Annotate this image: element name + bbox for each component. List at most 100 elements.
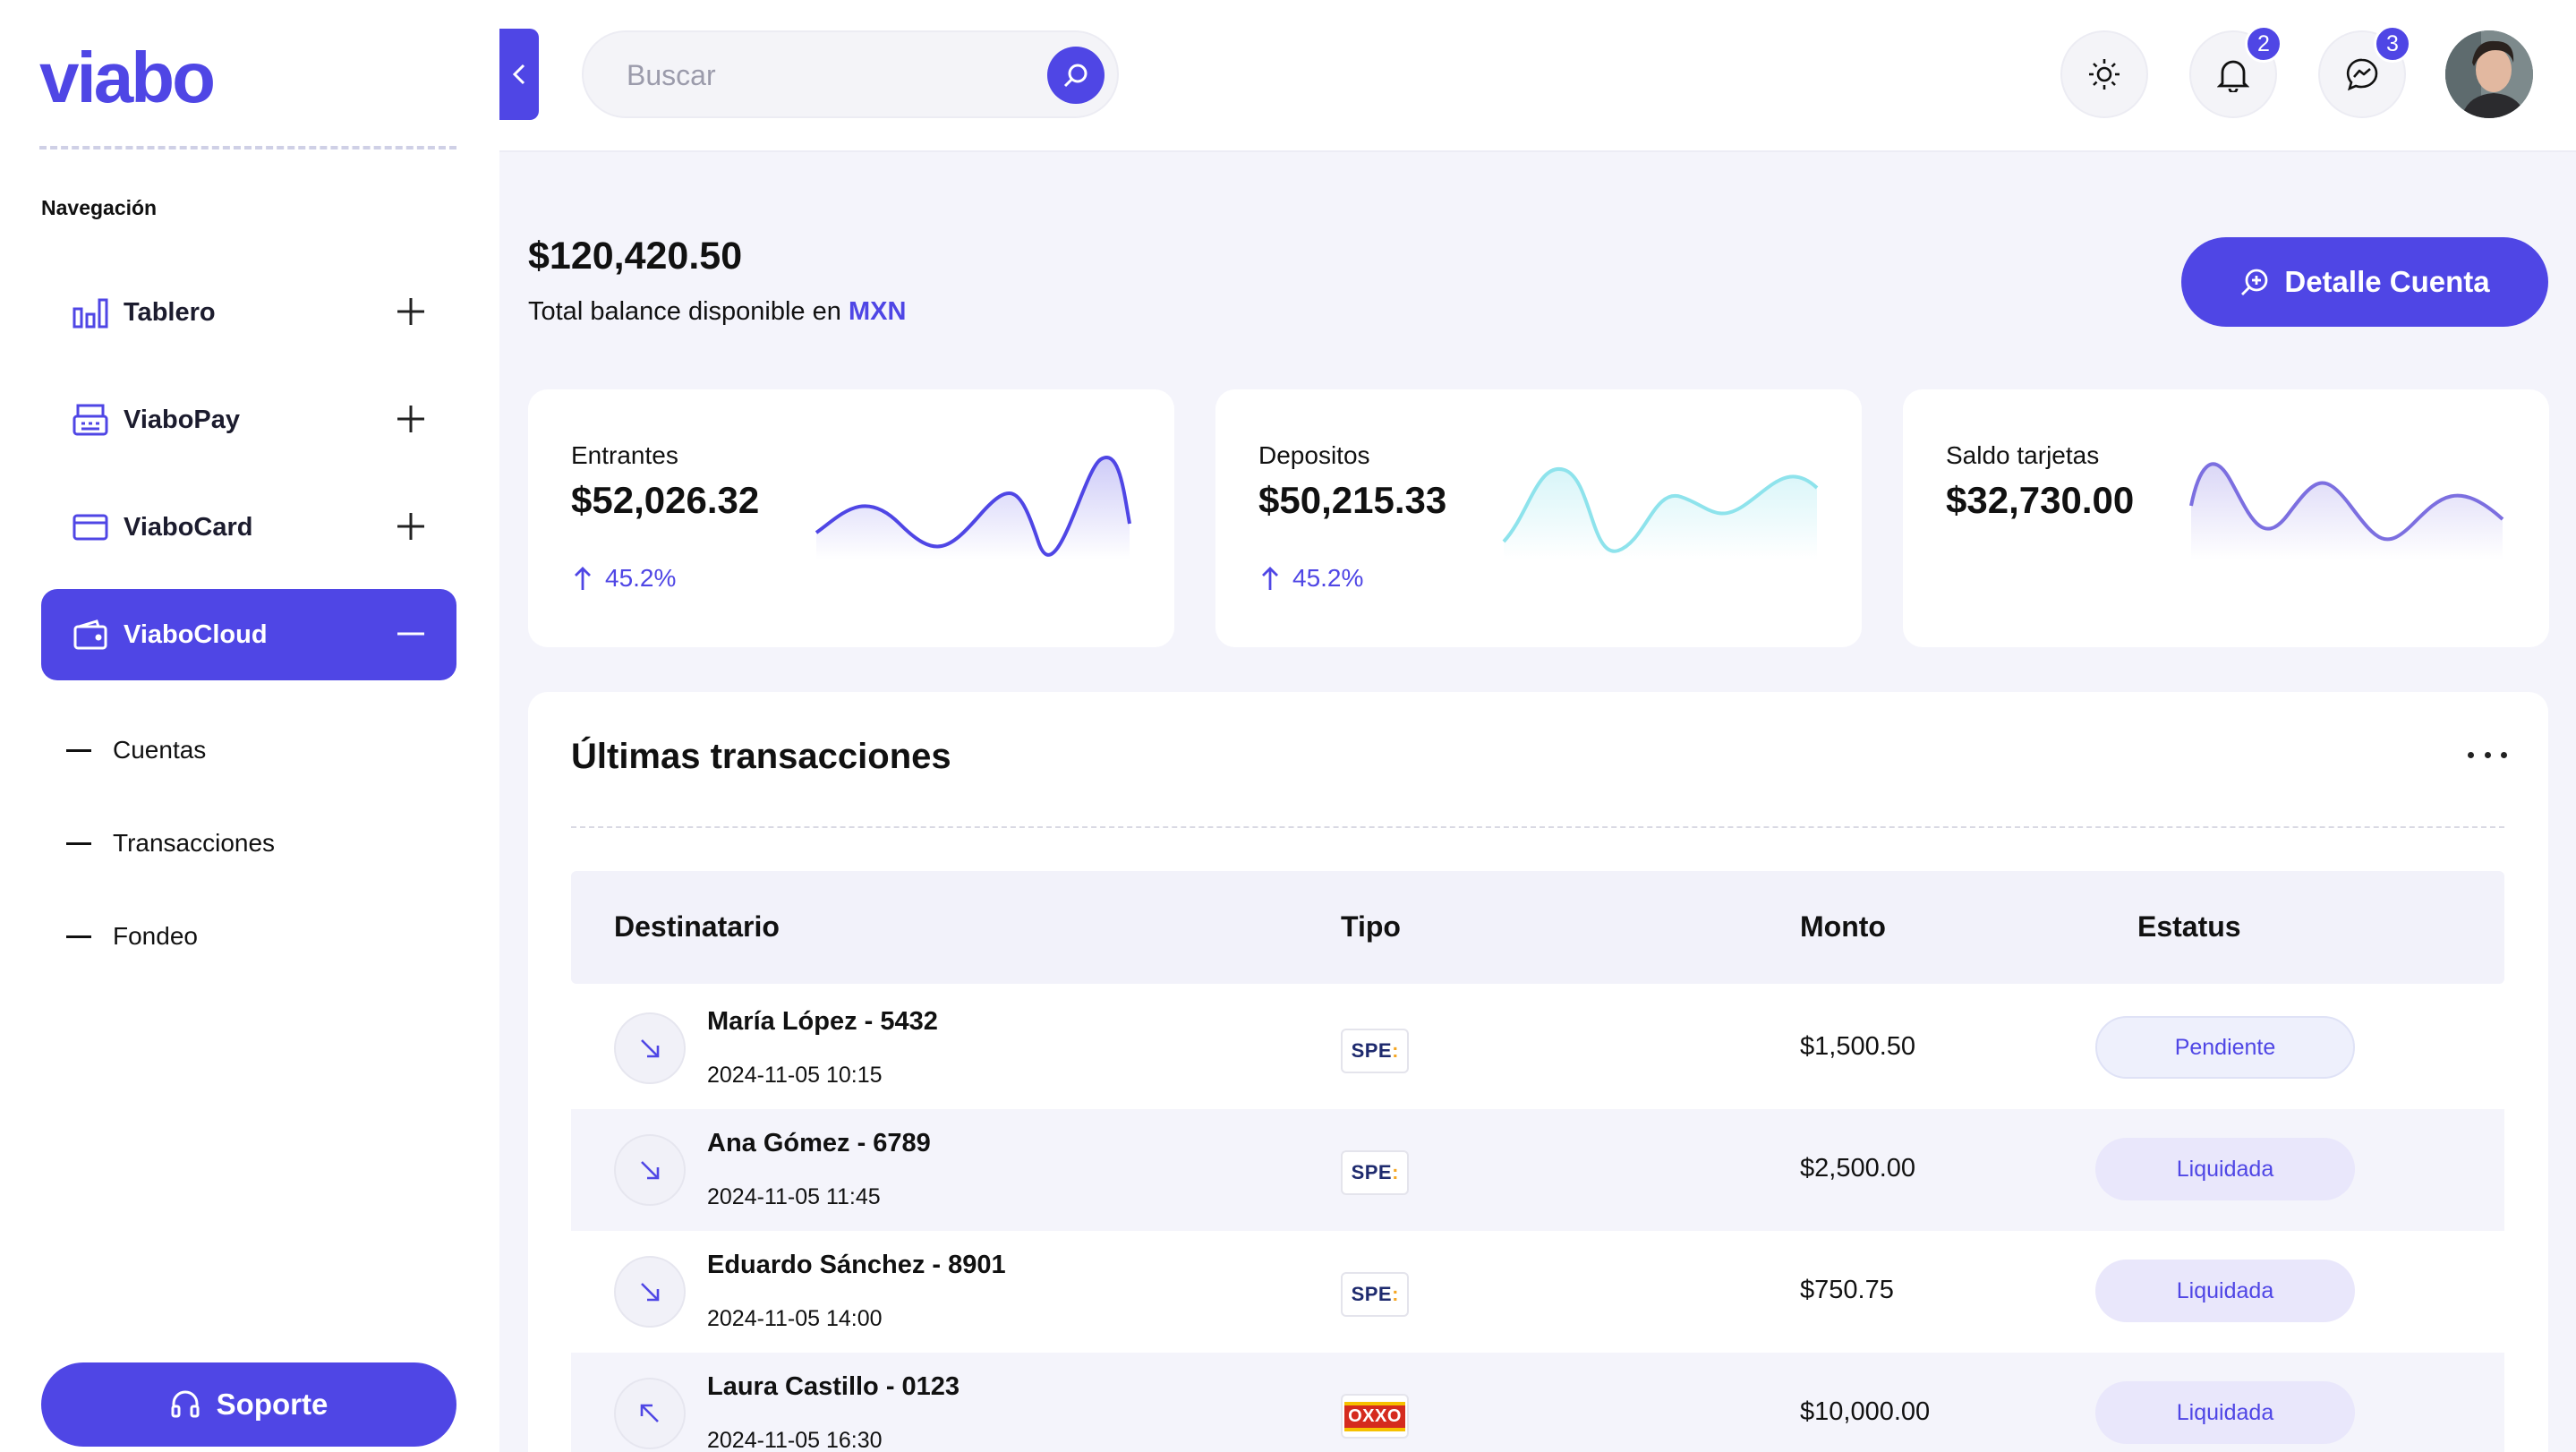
sidebar-item-label: ViaboCard <box>124 513 253 542</box>
sidebar-item-label: Tablero <box>124 298 216 328</box>
credit-card-icon <box>72 508 109 546</box>
dash-icon <box>66 749 91 752</box>
stat-change: 45.2% <box>573 564 676 593</box>
sidebar-item-viabocard[interactable]: ViaboCard <box>41 482 456 573</box>
account-detail-label: Detalle Cuenta <box>2284 265 2489 299</box>
stat-change-value: 45.2% <box>605 564 676 593</box>
transaction-date: 2024-11-05 11:45 <box>707 1184 881 1210</box>
plus-icon[interactable] <box>396 296 426 327</box>
dash-icon <box>66 842 91 845</box>
sidebar-subitem-cuentas[interactable]: Cuentas <box>66 736 206 764</box>
search-input[interactable] <box>627 54 1020 97</box>
arrow-down-right-icon <box>614 1012 686 1084</box>
status-badge: Liquidada <box>2095 1260 2355 1322</box>
recipient-name: María López - 5432 <box>707 1007 938 1037</box>
viabo-logo[interactable]: viabo <box>39 43 272 115</box>
column-header-type[interactable]: Tipo <box>1341 910 1401 944</box>
sparkline-chart <box>815 452 1137 559</box>
status-badge: Liquidada <box>2095 1381 2355 1444</box>
arrow-up-left-icon <box>614 1378 686 1449</box>
column-header-status[interactable]: Estatus <box>2137 910 2241 944</box>
table-row[interactable]: María López - 5432 2024-11-05 10:15 SPE:… <box>571 987 2504 1109</box>
stat-label: Depositos <box>1258 441 1370 470</box>
stat-change-value: 45.2% <box>1292 564 1363 593</box>
headset-icon <box>170 1389 200 1420</box>
sidebar-subitem-transacciones[interactable]: Transacciones <box>66 829 275 858</box>
status-badge: Liquidada <box>2095 1138 2355 1200</box>
stat-change: 45.2% <box>1260 564 1363 593</box>
logo-divider <box>39 146 456 149</box>
stat-label: Entrantes <box>571 441 678 470</box>
messages-badge: 3 <box>2374 25 2411 63</box>
search-button[interactable] <box>1047 47 1105 104</box>
oxxo-logo: OXXO <box>1341 1394 1409 1439</box>
bar-chart-icon <box>72 294 109 331</box>
notifications-badge: 2 <box>2245 25 2282 63</box>
spei-logo: SPE: <box>1341 1272 1409 1317</box>
table-row[interactable]: Laura Castillo - 0123 2024-11-05 16:30 O… <box>571 1353 2504 1452</box>
transaction-date: 2024-11-05 16:30 <box>707 1428 883 1452</box>
arrow-up-icon <box>573 566 593 591</box>
balance-label-text: Total balance disponible en <box>528 297 841 326</box>
total-balance-label: Total balance disponible en MXN <box>528 297 906 327</box>
spei-logo: SPE: <box>1341 1150 1409 1195</box>
stat-label: Saldo tarjetas <box>1946 441 2099 470</box>
transaction-amount: $1,500.50 <box>1800 1032 1915 1062</box>
balance-currency: MXN <box>849 297 906 326</box>
transactions-panel: Últimas transacciones Destinatario Tipo … <box>528 692 2548 1452</box>
sidebar-subitem-fondeo[interactable]: Fondeo <box>66 922 198 951</box>
chevron-left-icon <box>512 63 526 86</box>
column-header-recipient[interactable]: Destinatario <box>614 910 780 944</box>
arrow-down-right-icon <box>614 1134 686 1206</box>
recipient-name: Eduardo Sánchez - 8901 <box>707 1251 1006 1280</box>
total-balance-amount: $120,420.50 <box>528 235 742 278</box>
notifications-button[interactable]: 2 <box>2189 30 2277 118</box>
avatar[interactable] <box>2445 30 2533 118</box>
plus-icon[interactable] <box>396 511 426 542</box>
transaction-amount: $2,500.00 <box>1800 1154 1915 1183</box>
sidebar-subitem-label: Transacciones <box>113 829 275 858</box>
transaction-amount: $750.75 <box>1800 1276 1894 1305</box>
table-row[interactable]: Ana Gómez - 6789 2024-11-05 11:45 SPE: $… <box>571 1109 2504 1231</box>
recipient-name: Laura Castillo - 0123 <box>707 1372 960 1402</box>
collapse-sidebar-button[interactable] <box>499 29 539 120</box>
more-options-icon[interactable] <box>2468 746 2507 764</box>
svg-text:viabo: viabo <box>39 43 213 115</box>
arrow-down-right-icon <box>614 1256 686 1328</box>
recipient-name: Ana Gómez - 6789 <box>707 1129 931 1158</box>
transaction-date: 2024-11-05 10:15 <box>707 1063 883 1089</box>
stat-card-entrantes: Entrantes $52,026.32 45.2% <box>528 389 1174 647</box>
transactions-title: Últimas transacciones <box>571 737 951 777</box>
theme-toggle-button[interactable] <box>2060 30 2148 118</box>
transaction-amount: $10,000.00 <box>1800 1397 1930 1427</box>
status-badge: Pendiente <box>2095 1016 2355 1079</box>
messages-button[interactable]: 3 <box>2318 30 2406 118</box>
stat-card-depositos: Depositos $50,215.33 45.2% <box>1215 389 1862 647</box>
sidebar-subitem-label: Cuentas <box>113 736 206 764</box>
plus-icon[interactable] <box>396 404 426 434</box>
sun-icon <box>2086 56 2122 92</box>
panel-divider <box>571 826 2504 828</box>
sidebar-item-viabopay[interactable]: ViaboPay <box>41 374 456 465</box>
stat-value: $32,730.00 <box>1946 479 2134 522</box>
arrow-up-icon <box>1260 566 1280 591</box>
support-button[interactable]: Soporte <box>41 1362 456 1447</box>
search-icon <box>1062 62 1089 89</box>
sidebar: viabo Navegación Tablero ViaboPay ViaboC… <box>0 0 499 1452</box>
minus-icon[interactable] <box>396 619 426 649</box>
top-header: 2 3 <box>499 0 2576 152</box>
sidebar-item-viabocloud[interactable]: ViaboCloud <box>41 589 456 680</box>
account-detail-button[interactable]: Detalle Cuenta <box>2181 237 2548 327</box>
table-header: Destinatario Tipo Monto Estatus <box>571 871 2504 984</box>
stat-value: $50,215.33 <box>1258 479 1446 522</box>
sparkline-chart <box>1502 452 1824 559</box>
stat-card-saldo-tarjetas: Saldo tarjetas $32,730.00 <box>1903 389 2549 647</box>
transaction-date: 2024-11-05 14:00 <box>707 1306 883 1332</box>
support-label: Soporte <box>217 1388 328 1422</box>
table-row[interactable]: Eduardo Sánchez - 8901 2024-11-05 14:00 … <box>571 1231 2504 1353</box>
search-box <box>582 30 1119 118</box>
nav-heading: Navegación <box>41 196 157 220</box>
column-header-amount[interactable]: Monto <box>1800 910 1886 944</box>
sparkline-chart <box>2189 452 2512 559</box>
sidebar-item-tablero[interactable]: Tablero <box>41 267 456 358</box>
